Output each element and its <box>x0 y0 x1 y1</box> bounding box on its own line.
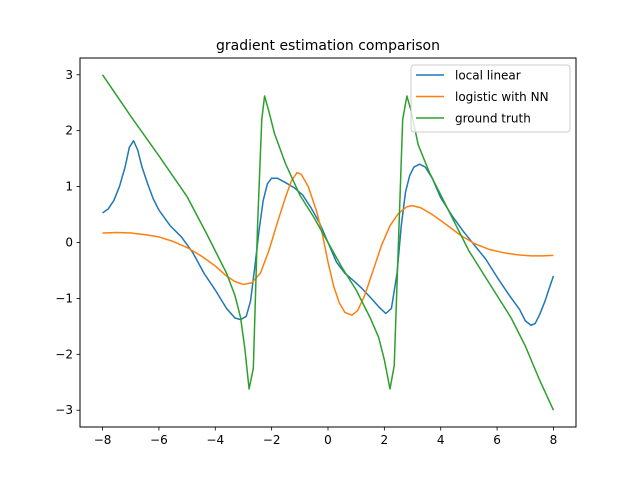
legend-label-1: local linear <box>455 69 521 83</box>
chart-title: gradient estimation comparison <box>216 38 440 54</box>
series-line-3 <box>101 74 555 411</box>
x-axis: −8 −6 −4 −2 0 2 4 6 8 <box>94 427 558 447</box>
legend: local linear logistic with NN ground truth <box>410 64 571 133</box>
legend-box <box>410 64 571 133</box>
series-layer <box>101 74 555 411</box>
y-tick-label: 1 <box>65 180 73 194</box>
legend-label-3: ground truth <box>455 112 531 126</box>
x-tick-label: 2 <box>381 433 389 447</box>
x-tick-label: −8 <box>94 433 112 447</box>
y-tick-label: −2 <box>55 347 73 361</box>
series-line-2 <box>102 171 554 316</box>
legend-label-2: logistic with NN <box>455 90 549 104</box>
series-line-1 <box>102 140 555 326</box>
x-tick-label: 8 <box>550 433 558 447</box>
x-tick-label: 4 <box>437 433 445 447</box>
y-tick-label: −3 <box>55 403 73 417</box>
x-tick-label: 6 <box>493 433 501 447</box>
x-tick-label: −6 <box>150 433 168 447</box>
x-tick-label: 0 <box>324 433 332 447</box>
y-tick-label: −1 <box>55 291 73 305</box>
y-tick-label: 3 <box>65 68 73 82</box>
y-tick-label: 2 <box>65 124 73 138</box>
y-tick-label: 0 <box>65 236 73 250</box>
y-axis: −3 −2 −1 0 1 2 3 <box>55 68 80 417</box>
x-tick-label: −4 <box>206 433 224 447</box>
x-tick-label: −2 <box>263 433 281 447</box>
